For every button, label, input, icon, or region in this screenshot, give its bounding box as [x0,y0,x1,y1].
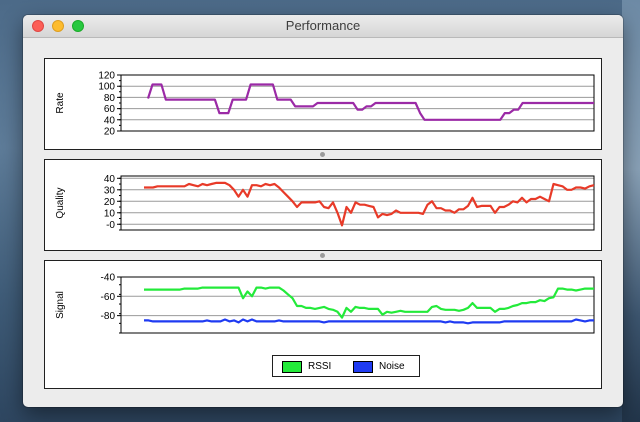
signal-series-line-rssi [144,286,594,319]
performance-window: Performance 120 100 80 60 40 20 Rate 40 30 20 10-… [23,15,623,407]
signal-chart: -40 -60 -80 Signal [55,273,595,334]
title-bar[interactable]: Performance [23,15,623,38]
rate-tick-label: 40 [104,115,116,126]
splitter-handle[interactable] [320,253,325,258]
rate-tick-label: 100 [98,82,115,93]
close-button[interactable] [32,20,44,32]
legend-label-noise: Noise [379,361,405,372]
minimize-button[interactable] [52,20,64,32]
legend-swatch-rssi [282,360,302,373]
window-title: Performance [285,18,361,33]
quality-axis-label: Quality [55,187,66,218]
rate-series-line-0 [146,83,594,121]
quality-tick-label: 10 [104,208,116,219]
quality-tick-label: 30 [104,185,116,196]
signal-tick-label: -60 [101,292,116,303]
legend-label-rssi: RSSI [308,361,332,372]
splitter-handle[interactable] [320,152,325,157]
quality-tick-label: 20 [104,197,116,208]
quality-plot-area [120,175,595,231]
legend-swatch-noise [353,360,373,373]
signal-plot-area [120,276,595,334]
signal-series-line-noise [144,318,594,325]
signal-tick-label: -80 [101,311,116,322]
quality-tick-label: 40 [104,174,116,185]
legend-item-noise: Noise [353,360,405,373]
signal-axis-label: Signal [55,291,66,319]
signal-tick-label: -40 [101,273,116,284]
signal-legend: RSSI Noise [272,355,420,377]
rate-tick-label: 60 [104,104,116,115]
quality-series-line-0 [144,181,595,227]
rate-axis-label: Rate [55,92,66,114]
quality-chart-panel: 40 30 20 10 -0 Quality [44,159,602,251]
zoom-button[interactable] [72,20,84,32]
desktop-background [622,0,640,422]
legend-item-rssi: RSSI [282,360,331,373]
rate-tick-label: 20 [104,127,116,138]
quality-tick-label: -0 [106,220,115,231]
rate-tick-label: 80 [104,93,116,104]
rate-chart-panel: 120 100 80 60 40 20 Rate [44,58,602,150]
rate-tick-label: 120 [98,71,115,82]
